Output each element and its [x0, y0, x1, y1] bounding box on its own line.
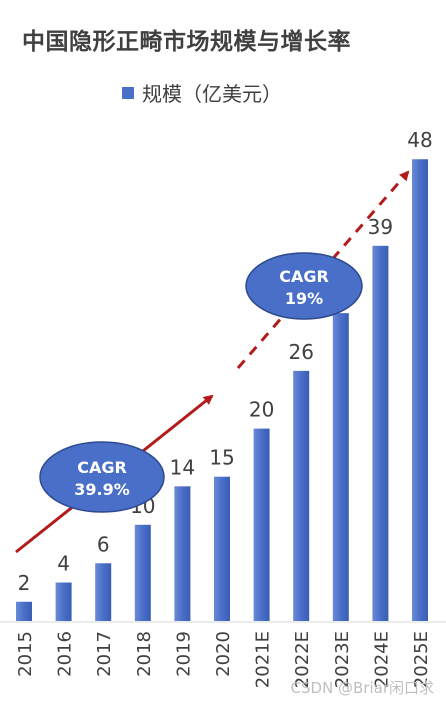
cagr-label-2: CAGR: [279, 267, 329, 286]
legend-label: 规模（亿美元）: [142, 82, 282, 106]
x-tick-label-2020: 2020: [213, 631, 234, 677]
data-label-2017: 6: [97, 532, 110, 556]
data-label-2016: 4: [57, 552, 70, 576]
bar-2024E: [372, 245, 389, 621]
x-tick-label-2025E: 2025E: [411, 631, 432, 688]
bar-2020: [214, 476, 230, 621]
data-label-2025E: 48: [407, 128, 432, 152]
bar-2025E: [412, 159, 428, 622]
x-tick-label-2015: 2015: [15, 631, 36, 677]
cagr-value-1: 39.9%: [74, 480, 130, 499]
data-label-2019: 14: [170, 455, 195, 479]
x-tick-label-2022E: 2022E: [292, 631, 313, 688]
legend-swatch: [122, 86, 134, 99]
cagr-ellipse-1: [39, 441, 165, 513]
bar-2019: [174, 486, 191, 621]
x-tick-label-2016: 2016: [55, 631, 76, 677]
bar-2017: [95, 563, 112, 621]
x-tick-label-2024E: 2024E: [371, 631, 392, 688]
x-tick-label-2017: 2017: [94, 631, 115, 677]
x-tick-label-2021E: 2021E: [253, 631, 274, 688]
bar-2015: [16, 601, 32, 621]
legend: 规模（亿美元）: [122, 78, 282, 107]
data-label-2021E: 20: [249, 398, 274, 422]
data-label-2020: 15: [209, 446, 234, 470]
bar-2022E: [293, 370, 310, 621]
bar-2016: [55, 582, 72, 621]
bar-2021E: [253, 428, 270, 621]
cagr-value-2: 19%: [285, 289, 323, 308]
bar-2023E: [332, 313, 349, 621]
x-tick-label-2019: 2019: [173, 631, 194, 677]
cagr-label-1: CAGR: [77, 458, 127, 477]
data-label-2024E: 39: [368, 215, 393, 239]
chart-title: 中国隐形正畸市场规模与增长率: [22, 29, 351, 55]
cagr-ellipse-2: [245, 252, 363, 320]
watermark: CSDN @Briar闲口求: [290, 679, 434, 697]
x-tick-label-2018: 2018: [134, 631, 155, 677]
bar-2018: [134, 524, 151, 621]
data-label-2022E: 26: [288, 340, 313, 364]
x-tick-label-2023E: 2023E: [332, 631, 353, 688]
data-label-2015: 2: [18, 571, 31, 595]
